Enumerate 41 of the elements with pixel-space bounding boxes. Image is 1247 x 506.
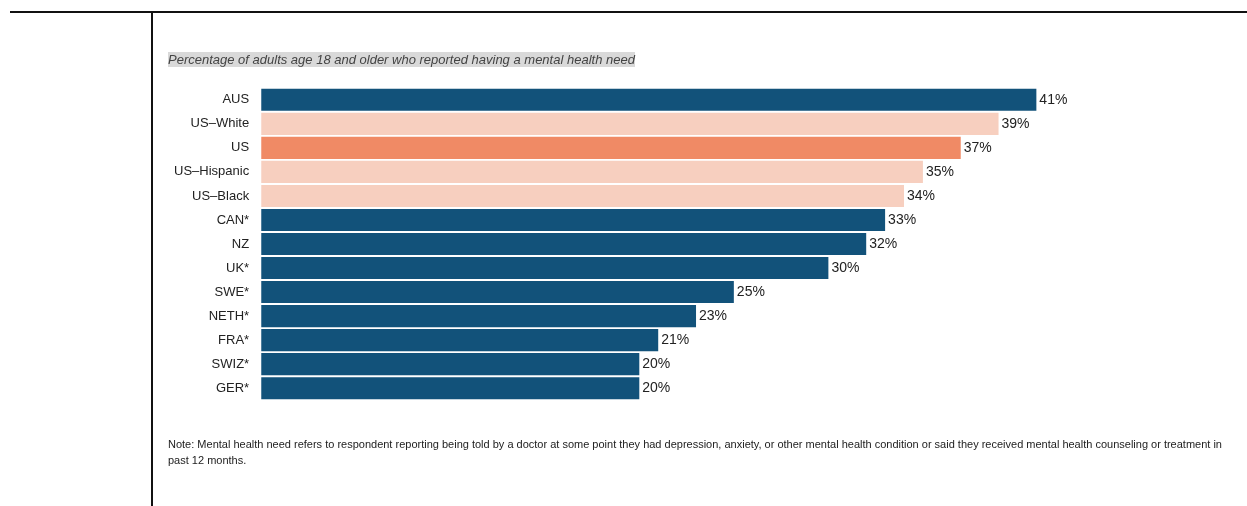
bar [261, 232, 867, 256]
data-label: 21% [661, 330, 690, 347]
text: Note: Mental health need refers to respondent reporting being told by a doctor at some point they had depression, anxiety, or other mental health condition or said they received mental health counseling or treatment in past 12 months. [168, 437, 1223, 468]
y-tick-label: SWE* [214, 283, 250, 299]
bar [261, 353, 640, 376]
y-tick-label: FRA* [218, 331, 250, 347]
data-label: 32% [869, 234, 898, 251]
data-label: 20% [642, 379, 671, 396]
bar [261, 208, 886, 232]
bar [261, 377, 640, 400]
data-label: 20% [642, 355, 671, 372]
data-label: 25% [736, 282, 765, 299]
bar [261, 281, 734, 304]
y-tick-label: NZ [231, 235, 250, 251]
data-label: 34% [907, 186, 936, 203]
bar [261, 112, 999, 135]
bar [261, 305, 697, 328]
y-tick-label: US–Black [192, 187, 250, 203]
data-label: 23% [699, 306, 728, 323]
y-tick-label: SWIZ* [211, 355, 250, 371]
data-label: 39% [1001, 114, 1030, 131]
y-tick-label: US–White [190, 115, 250, 131]
y-tick-label: US–Hispanic [173, 163, 250, 179]
data-label: 41% [1039, 90, 1068, 107]
y-tick-label: CAN* [216, 211, 250, 227]
bar [261, 184, 905, 207]
y-tick-label: AUS [222, 91, 250, 107]
y-tick-label: GER* [215, 379, 250, 395]
bar [261, 329, 659, 352]
data-label: 30% [831, 258, 860, 275]
bar [261, 160, 923, 183]
data-label: 37% [963, 138, 992, 155]
y-tick-label: UK* [226, 259, 250, 275]
data-label: 33% [888, 210, 917, 227]
y-tick-label: NETH* [208, 307, 250, 323]
bar [261, 136, 961, 159]
y-tick-label: US [231, 139, 250, 155]
data-label: 35% [925, 162, 954, 179]
bar [261, 88, 1037, 111]
bar [261, 256, 829, 280]
chart-title: Percentage of adults age 18 and older who reported having a mental health need [168, 52, 635, 67]
